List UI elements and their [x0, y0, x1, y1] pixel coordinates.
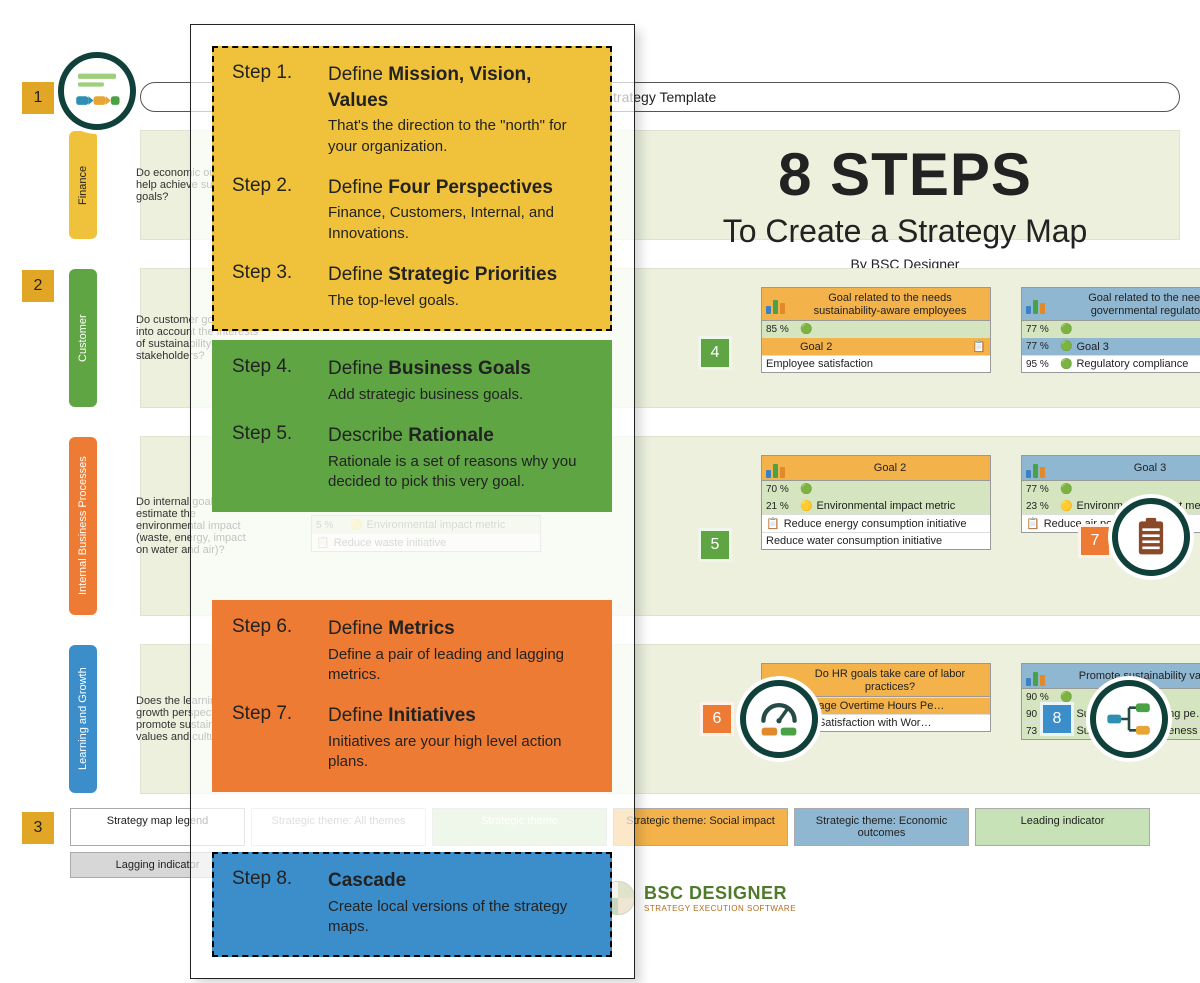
step-number: Step 7. [232, 703, 312, 772]
panel-blue: Step 8. Cascade Create local versions of… [212, 852, 612, 957]
step-number: Step 4. [232, 356, 312, 405]
step-number: Step 2. [232, 175, 312, 244]
initiatives-icon [1112, 498, 1190, 576]
metrics-icon [740, 680, 818, 758]
step-number: Step 5. [232, 423, 312, 492]
panel-yellow: Step 1. Define Mission, Vision, Values T… [212, 46, 612, 331]
legend-item: Strategic theme: Social impact [613, 808, 788, 846]
step-description: Rationale is a set of reasons why you de… [328, 452, 592, 493]
step-number: Step 6. [232, 616, 312, 685]
goal-card: Goal related to the needs sustainability… [761, 287, 991, 373]
step-number: Step 1. [232, 62, 312, 157]
lane-label-learning: Learning and Growth [69, 645, 97, 793]
badge-5: 5 [698, 528, 732, 562]
step-description: Finance, Customers, Internal, and Innova… [328, 203, 592, 244]
step-description: The top-level goals. [328, 291, 592, 311]
side-badge-2: 2 [22, 270, 54, 302]
goal-header: Goal related to the needs governmental r… [1054, 292, 1200, 318]
step-description: Add strategic business goals. [328, 385, 592, 405]
goal-card: Goal related to the needs governmental r… [1021, 287, 1200, 373]
badge-7: 7 [1078, 524, 1112, 558]
legend-item: Leading indicator [975, 808, 1150, 846]
step-number: Step 3. [232, 262, 312, 311]
step-number: Step 8. [232, 868, 312, 937]
step-description: That's the direction to the "north" for … [328, 116, 592, 157]
goal-header: Goal related to the needs sustainability… [794, 292, 986, 318]
step-description: Define a pair of leading and lagging met… [328, 645, 592, 686]
badge-4: 4 [698, 336, 732, 370]
lane-label-internal: Internal Business Processes [69, 437, 97, 615]
legend-item: Strategic theme: Economic outcomes [794, 808, 969, 846]
badge-8: 8 [1040, 702, 1074, 736]
brand-name: BSC DESIGNER [644, 883, 796, 904]
panel-orange: Step 6. Define Metrics Define a pair of … [212, 600, 612, 792]
lane-label-customer: Customer [69, 269, 97, 407]
cascade-icon [1090, 680, 1168, 758]
goal-card: Goal 2 70 %🟢 21 %🟡Environmental impact m… [761, 455, 991, 550]
main-title-line2: To Create a Strategy Map [640, 213, 1170, 250]
badge-6: 6 [700, 702, 734, 736]
step-description: Initiatives are your high level action p… [328, 732, 592, 773]
side-badge-3: 3 [22, 812, 54, 844]
panel-green: Step 4. Define Business Goals Add strate… [212, 340, 612, 512]
side-badge-1: 1 [22, 82, 54, 114]
step-description: Create local versions of the strategy ma… [328, 897, 592, 938]
lane-label-finance: Finance [69, 131, 97, 239]
main-title-line1: 8 STEPS [640, 140, 1170, 209]
brand-tagline: STRATEGY EXECUTION SOFTWARE [644, 904, 796, 913]
main-title: 8 STEPS To Create a Strategy Map By BSC … [640, 140, 1170, 272]
mission-icon [58, 52, 136, 130]
